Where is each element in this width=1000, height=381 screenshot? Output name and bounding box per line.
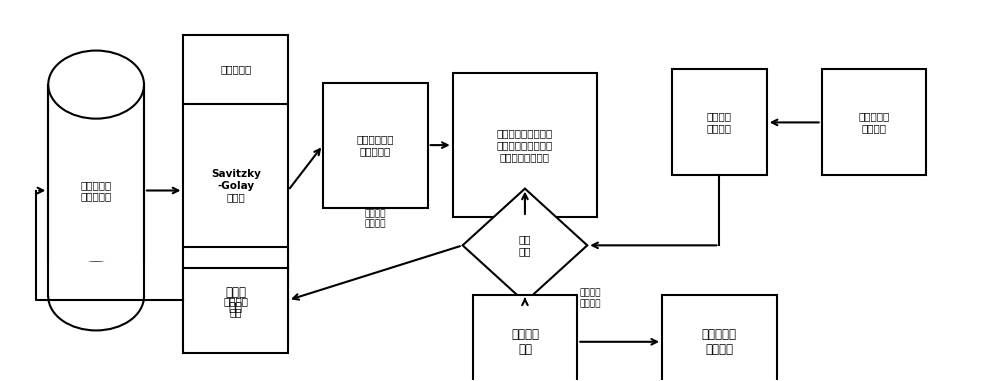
Bar [48, 85, 144, 296]
Text: 计算实际容量衰退点
偏离完全线性衰退曲
线的程度的最大值: 计算实际容量衰退点 偏离完全线性衰退曲 线的程度的最大值 [497, 128, 553, 162]
Bar [822, 69, 926, 175]
Bar [453, 73, 597, 217]
Bar [183, 35, 288, 346]
Bar [183, 247, 288, 353]
Text: 阈值
比较: 阈值 比较 [519, 235, 531, 256]
Text: 电池容量衰
退实时数据: 电池容量衰 退实时数据 [80, 180, 112, 201]
Text: 容量跳水
报警: 容量跳水 报警 [511, 328, 539, 356]
Text: 添加完全线性
老化参考线: 添加完全线性 老化参考线 [357, 134, 394, 156]
Bar [473, 295, 577, 381]
Text: Savitzky
-Golay
滤波法: Savitzky -Golay 滤波法 [211, 169, 261, 202]
Text: 大于容量
跳水阈值: 大于容量 跳水阈值 [580, 288, 601, 308]
Ellipse shape [48, 263, 144, 330]
Text: 历史数据与
专家知识: 历史数据与 专家知识 [858, 112, 890, 133]
Text: 双轴归一
化法: 双轴归一 化法 [223, 296, 248, 318]
Text: 小于容量
跳水阈值: 小于容量 跳水阈值 [365, 209, 386, 229]
Text: 数据预处理: 数据预处理 [220, 64, 251, 75]
Bar [323, 83, 428, 208]
Ellipse shape [48, 51, 144, 118]
Text: 更新终
止点: 更新终 止点 [225, 286, 246, 314]
Bar [672, 69, 767, 175]
Text: 容量跳水
预警阈值: 容量跳水 预警阈值 [707, 112, 732, 133]
Text: 得到容量跳
水转折点: 得到容量跳 水转折点 [702, 328, 737, 356]
Bar [662, 295, 777, 381]
Polygon shape [463, 189, 587, 302]
Bar [46, 262, 146, 296]
